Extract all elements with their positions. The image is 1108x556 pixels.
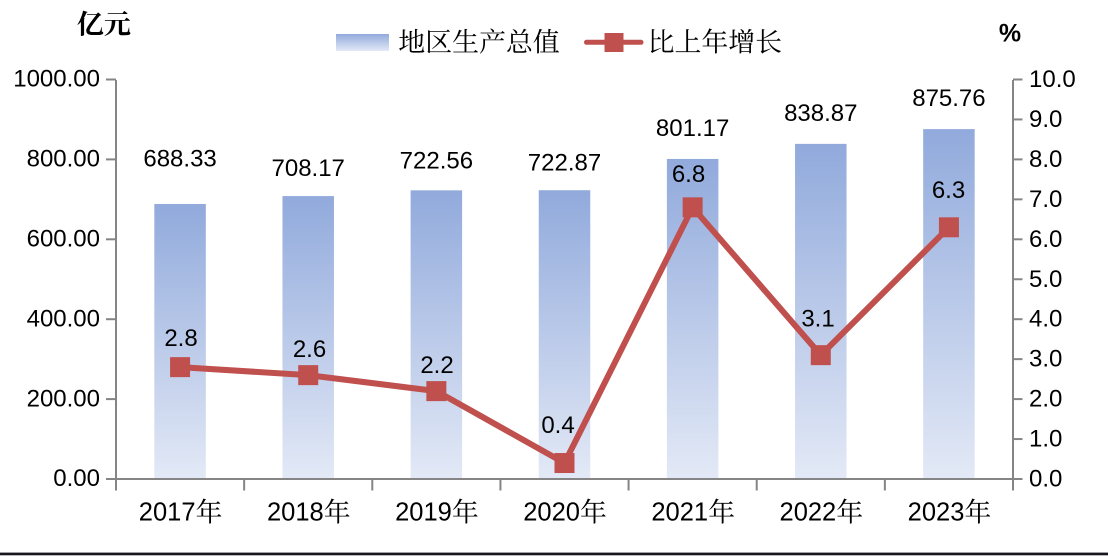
svg-text:838.87: 838.87	[784, 100, 857, 127]
svg-text:9.0: 9.0	[1029, 106, 1062, 133]
svg-text:688.33: 688.33	[143, 145, 216, 172]
svg-text:600.00: 600.00	[27, 226, 100, 253]
svg-text:0.0: 0.0	[1029, 466, 1062, 493]
svg-text:2.8: 2.8	[164, 325, 197, 352]
svg-text:5.0: 5.0	[1029, 266, 1062, 293]
svg-text:801.17: 801.17	[656, 115, 729, 142]
svg-text:2018: 2018	[267, 499, 324, 527]
svg-text:6.0: 6.0	[1029, 226, 1062, 253]
svg-text:8.0: 8.0	[1029, 146, 1062, 173]
svg-text:400.00: 400.00	[27, 305, 100, 332]
svg-text:2.2: 2.2	[420, 352, 453, 379]
svg-text:800.00: 800.00	[27, 146, 100, 173]
svg-text:%: %	[999, 20, 1021, 48]
svg-text:722.87: 722.87	[528, 149, 601, 176]
svg-text:2.6: 2.6	[293, 336, 326, 363]
svg-text:3.0: 3.0	[1029, 346, 1062, 373]
svg-text:3.1: 3.1	[801, 305, 834, 332]
svg-text:4.0: 4.0	[1029, 306, 1062, 333]
svg-text:2017: 2017	[139, 499, 196, 527]
svg-text:722.56: 722.56	[400, 147, 473, 174]
svg-text:2.0: 2.0	[1029, 386, 1062, 413]
svg-text:2021: 2021	[651, 499, 708, 527]
svg-text:875.76: 875.76	[912, 85, 985, 112]
svg-text:708.17: 708.17	[272, 155, 345, 182]
svg-text:200.00: 200.00	[27, 385, 100, 412]
svg-text:2023: 2023	[908, 499, 965, 527]
svg-text:7.0: 7.0	[1029, 186, 1062, 213]
svg-text:6.8: 6.8	[672, 161, 705, 188]
svg-text:0.4: 0.4	[541, 412, 574, 439]
svg-text:2020: 2020	[523, 499, 580, 527]
svg-text:1000.00: 1000.00	[13, 66, 100, 93]
svg-text:0.00: 0.00	[53, 465, 100, 492]
svg-text:10.0: 10.0	[1029, 66, 1076, 93]
svg-text:6.3: 6.3	[932, 177, 965, 204]
svg-text:2022: 2022	[780, 499, 837, 527]
svg-text:1.0: 1.0	[1029, 426, 1062, 453]
svg-text:2019: 2019	[395, 499, 452, 527]
